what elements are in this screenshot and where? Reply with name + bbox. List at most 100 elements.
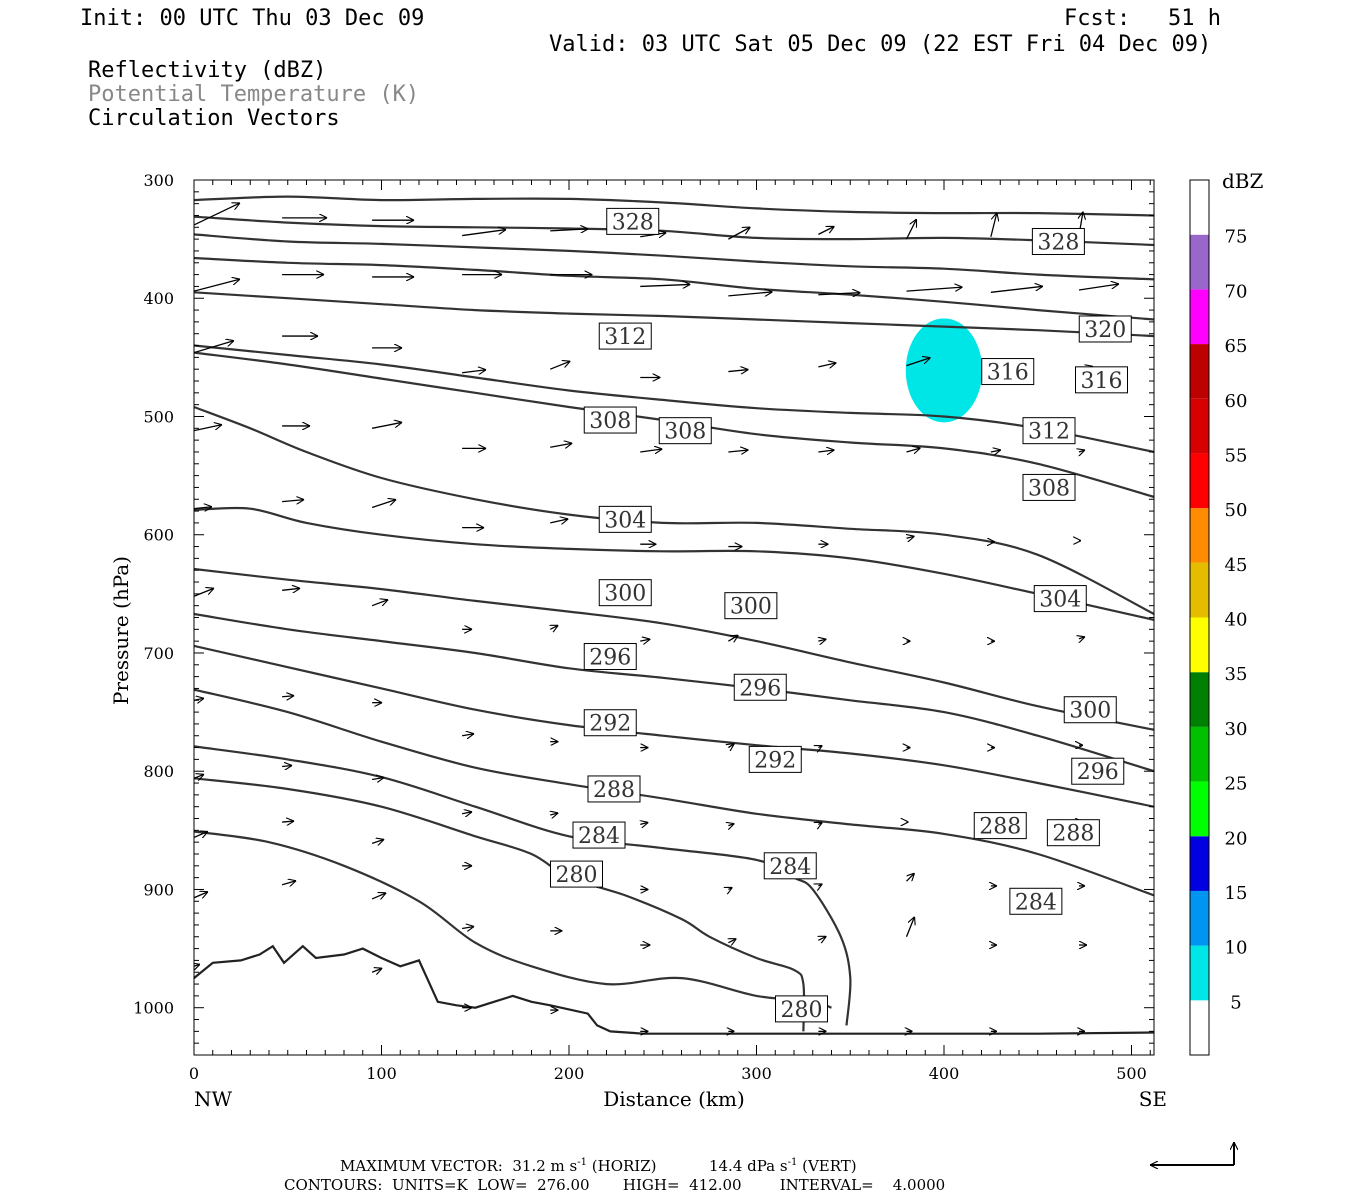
- forecast-hour: 51 h: [1168, 6, 1221, 31]
- theta-contour-316: [194, 344, 1154, 454]
- circulation-vector: [640, 284, 690, 286]
- colorbar-level: 75: [1225, 227, 1248, 248]
- circulation-vector: [728, 635, 738, 641]
- horiz-tag: (HORIZ): [591, 1157, 657, 1175]
- contour-label-box: [1075, 366, 1128, 394]
- contour-label: 320: [1078, 315, 1132, 343]
- colorbar-swatch: [1190, 344, 1209, 399]
- field-reflectivity: Reflectivity (dBZ): [88, 58, 327, 83]
- plot-frame: [193, 179, 1155, 1056]
- circulation-vector: [1079, 637, 1085, 639]
- contour-label-box: [1078, 315, 1132, 343]
- circulation-vector: [906, 358, 931, 367]
- contour-label: 308: [658, 417, 712, 445]
- circulation-vector: [550, 361, 570, 370]
- max-vector-horiz: 31.2 m s: [512, 1157, 578, 1175]
- colorbar-swatch: [1190, 234, 1209, 290]
- contour-label: 292: [583, 709, 637, 737]
- contour-label-text: 308: [589, 409, 631, 434]
- vert-exponent: -1: [787, 1157, 798, 1168]
- contour-label-box: [775, 995, 828, 1023]
- circulation-vector: [818, 293, 860, 295]
- circulation-vector: [371, 600, 388, 607]
- y-tick-label: 800: [143, 762, 174, 781]
- circulation-vector: [462, 734, 474, 736]
- contour-label: 328: [1031, 227, 1085, 255]
- contour-label-box: [1046, 819, 1100, 847]
- circulation-vector: [550, 813, 558, 815]
- contour-label-text: 316: [987, 361, 1029, 386]
- contour-label-box: [587, 775, 641, 803]
- reflectivity-layer: [905, 318, 983, 423]
- y-tick-label: 400: [143, 289, 174, 308]
- axis-layer: 300 400 500 600 700 800 900 1000 0 100 200 300 400 50…: [133, 171, 1154, 1083]
- circulation-vector: [281, 881, 296, 885]
- colorbar-level: 30: [1225, 719, 1248, 740]
- contour-label-text: 284: [769, 855, 811, 880]
- theta-contour-288: [194, 688, 1154, 897]
- circulation-vector: [371, 968, 382, 972]
- colorbar-level: 55: [1225, 445, 1248, 466]
- contour-label: 288: [973, 812, 1027, 840]
- circulation-vector: [371, 422, 402, 429]
- circulation-vector: [462, 370, 486, 373]
- circulation-vector: [906, 287, 963, 292]
- circulation-vector: [194, 588, 214, 597]
- colorbar-swatch: [1190, 945, 1209, 1001]
- contour-label: 288: [1046, 819, 1100, 847]
- circulation-vector: [906, 448, 921, 452]
- circulation-vector: [1078, 284, 1119, 291]
- y-axis-label: Pressure (hPa): [109, 556, 133, 705]
- circulation-vector: [372, 777, 384, 779]
- contour-label: 304: [598, 505, 652, 533]
- contour-label-text: 284: [1015, 890, 1057, 915]
- contour-label-layer: 328 328 320 316 316 312 308 308 312 308 304 300 300 3…: [550, 207, 1132, 1023]
- contour-label-box: [583, 406, 637, 434]
- circulation-vector: [818, 225, 834, 235]
- contour-label-text: 288: [1052, 822, 1094, 847]
- circulation-vector: [282, 588, 300, 590]
- contour-label-box: [724, 592, 778, 620]
- contour-label: 304: [1033, 585, 1087, 613]
- contour-label: 316: [1075, 366, 1128, 394]
- colorbar-frame: [1189, 179, 1210, 1056]
- circulation-vector: [550, 443, 572, 447]
- circulation-vector: [371, 893, 386, 899]
- contour-label-box: [981, 358, 1035, 386]
- terrain-line: [194, 944, 1154, 1035]
- theta-contour-320: [194, 256, 1154, 321]
- circulation-vector: [194, 964, 200, 966]
- y-tick-label: 600: [143, 526, 174, 545]
- contour-label-text: 296: [589, 646, 631, 671]
- colorbar-swatch: [1190, 289, 1209, 345]
- theta-contour-304: [194, 506, 1154, 621]
- colorbar-level: 10: [1225, 938, 1248, 959]
- colorbar-level: 65: [1225, 336, 1248, 357]
- max-vector-vert: 14.4 dPa s: [708, 1157, 788, 1175]
- circulation-vector: [818, 883, 822, 886]
- theta-contour-284: [194, 745, 852, 1026]
- colorbar-level: 35: [1225, 664, 1248, 685]
- contour-label-box: [1031, 227, 1085, 255]
- contour-label-box: [1009, 887, 1063, 915]
- circulation-vector: [728, 824, 734, 826]
- circulation-vector: [194, 507, 212, 509]
- contour-label-box: [1033, 585, 1087, 613]
- x-tick-label: 500: [1116, 1064, 1147, 1083]
- circulation-vector: [194, 892, 208, 898]
- x-tick-label: 400: [929, 1064, 960, 1083]
- circulation-vector: [194, 425, 222, 432]
- contour-label-text: 328: [1037, 230, 1079, 255]
- colorbar-level: 20: [1225, 828, 1248, 849]
- valid-time: Valid: 03 UTC Sat 05 Dec 09 (22 EST Fri …: [549, 32, 1212, 57]
- contour-label-box: [1022, 473, 1076, 501]
- circulation-vector: [905, 219, 918, 240]
- contour-label-text: 280: [556, 863, 598, 888]
- circulation-vector: [640, 449, 662, 452]
- contour-label: 292: [748, 745, 802, 773]
- contour-label: 300: [1063, 696, 1117, 724]
- contour-label-text: 308: [664, 420, 706, 445]
- y-tick-label: 300: [143, 171, 174, 190]
- forecast-label: Fcst:: [1064, 6, 1131, 31]
- circulation-vector: [818, 639, 826, 641]
